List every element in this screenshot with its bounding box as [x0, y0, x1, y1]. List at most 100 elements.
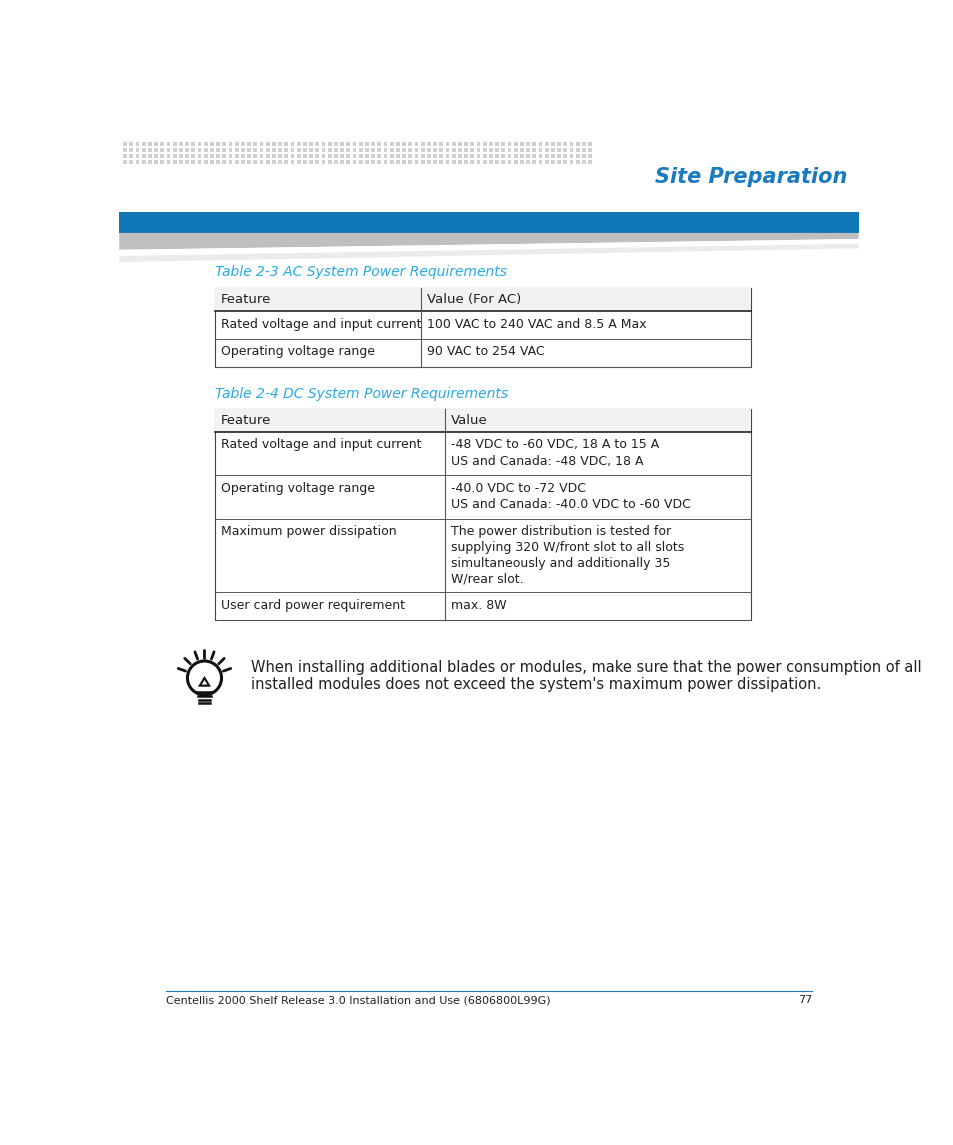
- Bar: [172, 155, 176, 158]
- Bar: [433, 160, 436, 165]
- Bar: [154, 160, 158, 165]
- Bar: [303, 142, 307, 145]
- Bar: [309, 148, 313, 152]
- Bar: [415, 142, 418, 145]
- Bar: [185, 142, 189, 145]
- Bar: [581, 142, 585, 145]
- Bar: [562, 142, 567, 145]
- Bar: [135, 142, 139, 145]
- Polygon shape: [119, 244, 858, 262]
- Bar: [439, 148, 443, 152]
- Bar: [457, 155, 461, 158]
- Bar: [241, 155, 245, 158]
- Bar: [123, 148, 127, 152]
- Bar: [192, 160, 195, 165]
- Bar: [390, 160, 394, 165]
- Bar: [537, 148, 542, 152]
- Text: Value: Value: [451, 414, 488, 427]
- Bar: [464, 148, 468, 152]
- Bar: [353, 160, 356, 165]
- Bar: [495, 160, 498, 165]
- Bar: [500, 148, 505, 152]
- Bar: [259, 160, 263, 165]
- Bar: [500, 142, 505, 145]
- Text: installed modules does not exceed the system's maximum power dissipation.: installed modules does not exceed the sy…: [251, 677, 821, 693]
- Bar: [513, 142, 517, 145]
- Bar: [278, 148, 282, 152]
- Bar: [476, 155, 480, 158]
- Bar: [309, 160, 313, 165]
- Text: simultaneously and additionally 35: simultaneously and additionally 35: [451, 556, 670, 570]
- Bar: [142, 148, 146, 152]
- Bar: [210, 155, 213, 158]
- Bar: [402, 148, 406, 152]
- Bar: [179, 160, 183, 165]
- Text: 100 VAC to 240 VAC and 8.5 A Max: 100 VAC to 240 VAC and 8.5 A Max: [427, 317, 646, 331]
- Bar: [346, 142, 350, 145]
- Bar: [371, 160, 375, 165]
- Bar: [185, 155, 189, 158]
- Text: -48 VDC to -60 VDC, 18 A to 15 A: -48 VDC to -60 VDC, 18 A to 15 A: [451, 439, 659, 451]
- Bar: [587, 155, 592, 158]
- Bar: [537, 142, 542, 145]
- Bar: [321, 155, 325, 158]
- Bar: [507, 155, 511, 158]
- Bar: [204, 142, 208, 145]
- Bar: [470, 160, 474, 165]
- Text: User card power requirement: User card power requirement: [220, 599, 404, 611]
- Bar: [383, 148, 387, 152]
- Bar: [408, 160, 412, 165]
- Bar: [365, 148, 369, 152]
- Bar: [519, 142, 523, 145]
- Bar: [291, 148, 294, 152]
- Bar: [247, 155, 251, 158]
- Bar: [365, 155, 369, 158]
- Bar: [278, 155, 282, 158]
- Bar: [550, 142, 555, 145]
- Bar: [266, 148, 270, 152]
- Bar: [210, 160, 213, 165]
- Bar: [408, 142, 412, 145]
- Bar: [284, 155, 288, 158]
- Bar: [334, 160, 337, 165]
- Bar: [353, 148, 356, 152]
- Bar: [229, 142, 233, 145]
- Bar: [500, 160, 505, 165]
- Polygon shape: [119, 232, 858, 250]
- Bar: [377, 160, 381, 165]
- Bar: [445, 148, 449, 152]
- Bar: [507, 148, 511, 152]
- Bar: [470, 148, 474, 152]
- Bar: [519, 160, 523, 165]
- Bar: [334, 155, 337, 158]
- Bar: [439, 142, 443, 145]
- Bar: [358, 155, 362, 158]
- Bar: [476, 142, 480, 145]
- Bar: [266, 160, 270, 165]
- Bar: [234, 148, 238, 152]
- Bar: [457, 160, 461, 165]
- Bar: [408, 148, 412, 152]
- Bar: [482, 148, 486, 152]
- Bar: [167, 148, 171, 152]
- Bar: [476, 160, 480, 165]
- Bar: [383, 142, 387, 145]
- Bar: [259, 142, 263, 145]
- Text: Table 2-4 DC System Power Requirements: Table 2-4 DC System Power Requirements: [214, 387, 507, 401]
- Bar: [160, 160, 164, 165]
- Bar: [328, 155, 332, 158]
- Bar: [550, 160, 555, 165]
- Bar: [303, 160, 307, 165]
- Bar: [130, 142, 133, 145]
- Bar: [587, 148, 592, 152]
- Bar: [167, 160, 171, 165]
- Bar: [229, 155, 233, 158]
- Bar: [358, 142, 362, 145]
- Bar: [272, 160, 275, 165]
- Bar: [284, 160, 288, 165]
- Bar: [346, 148, 350, 152]
- Text: Operating voltage range: Operating voltage range: [220, 346, 375, 358]
- Bar: [266, 142, 270, 145]
- Bar: [427, 142, 431, 145]
- Bar: [142, 160, 146, 165]
